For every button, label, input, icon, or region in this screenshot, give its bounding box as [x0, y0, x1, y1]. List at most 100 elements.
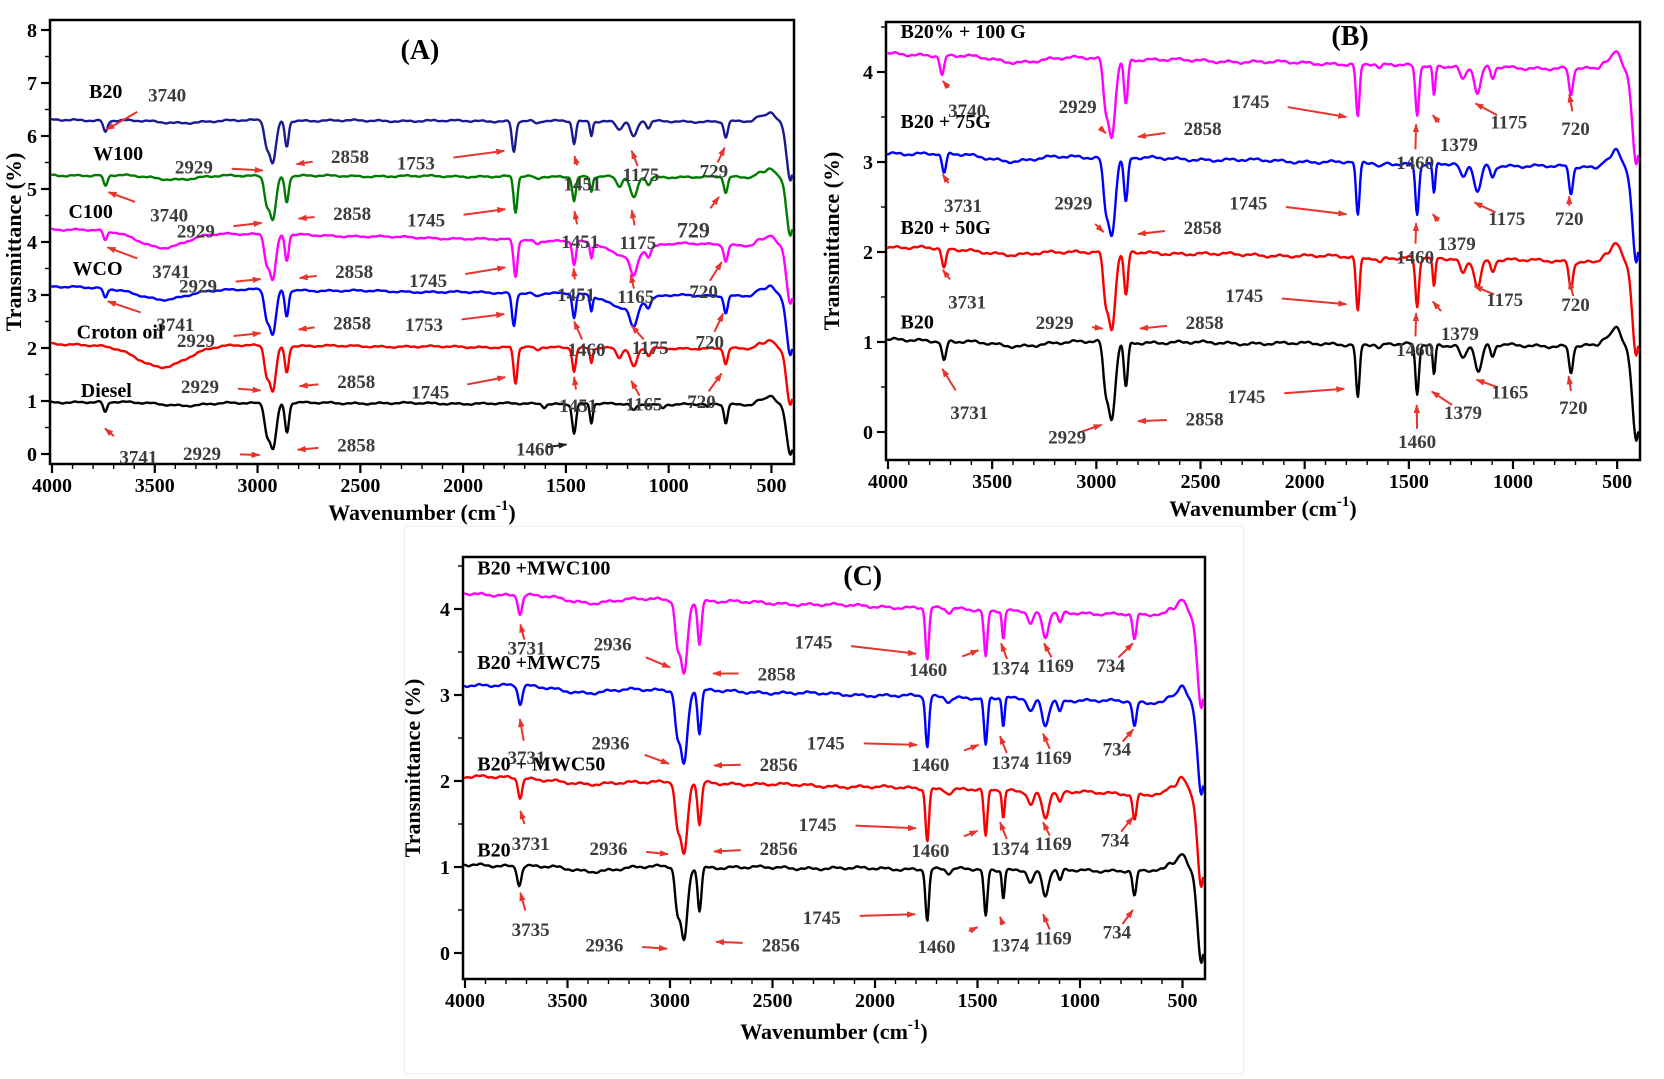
- panel-b-ftir-chart: 4000 3500 3000 2500 2000 1500 1000 500 0 1 2 3 4 Tran…: [819, 2, 1660, 526]
- peak-label: 1460: [1396, 248, 1434, 269]
- peak-arrow: [713, 762, 741, 769]
- ftir-spectra-svg-C: 4000 3500 3000 2500 2000 1500 1000 500 0 1 2 3 4 Tran…: [400, 555, 1207, 1044]
- peak-arrow: [941, 173, 950, 184]
- peak-label: 3741: [152, 262, 190, 283]
- peak-arrow: [713, 847, 741, 855]
- peak-label: 1745: [795, 633, 833, 654]
- peak-label: 1165: [1491, 383, 1528, 404]
- annotations-croton-oil: 2929 2858 1745 1451 1165 720: [181, 372, 723, 417]
- peak-arrow: [453, 148, 506, 159]
- x-axis-label: Wavenumber (cm-1): [740, 1017, 927, 1044]
- peak-label: 2858: [333, 204, 371, 225]
- peak-arrow: [571, 267, 578, 280]
- peak-arrow: [573, 155, 580, 166]
- series-label-b20: B20: [477, 840, 510, 862]
- series-line-b20: [463, 853, 1205, 964]
- peak-arrow: [1042, 821, 1051, 837]
- peak-label: 2858: [335, 262, 373, 283]
- peak-label: 3735: [512, 920, 550, 941]
- peak-label: 2929: [177, 331, 215, 352]
- y-tick-label: 4: [863, 62, 873, 84]
- peak-label: 3731: [508, 639, 546, 660]
- panel-a-ftir-chart: 4000 3500 3000 2500 2000 1500 1000 500 0 1 2 3 4 5 6 7 8…: [1, 6, 812, 530]
- peak-label: 720: [689, 282, 718, 303]
- x-tick-label: 1000: [1060, 990, 1100, 1012]
- peak-arrow: [572, 376, 579, 390]
- peak-label: 1379: [1444, 403, 1482, 424]
- peak-arrow: [1281, 297, 1348, 307]
- peak-arrow: [1285, 205, 1348, 217]
- peak-label: 1169: [1035, 834, 1072, 855]
- x-tick-label: 4000: [32, 475, 72, 497]
- y-tick-label: 1: [863, 332, 873, 354]
- peak-label: 1379: [1438, 234, 1476, 255]
- series-line-b20: [886, 325, 1640, 442]
- series-line-croton-oil: [50, 339, 794, 406]
- x-tick-label: 2000: [443, 475, 483, 497]
- series-label-wco: WCO: [73, 258, 123, 280]
- peak-label: 729: [677, 217, 710, 242]
- peak-arrow: [1078, 423, 1103, 434]
- peak-label: 2936: [590, 839, 628, 860]
- peak-label: 2858: [1184, 218, 1222, 239]
- peak-label: 1460: [1396, 340, 1434, 361]
- peak-label: 2858: [1186, 410, 1224, 431]
- peak-arrow: [968, 926, 979, 934]
- series-line-b20-50g: [886, 242, 1640, 357]
- peak-label: 1753: [397, 154, 435, 175]
- series-label-b20-mwc100: B20 +MWC100: [477, 558, 610, 580]
- peak-label: 1460: [516, 440, 554, 461]
- series-label-b20-100-g: B20% + 100 G: [901, 21, 1027, 43]
- series-label-c100: C100: [68, 201, 112, 223]
- peak-arrow: [104, 427, 115, 437]
- x-tick-label: 2500: [1181, 471, 1221, 493]
- peak-arrow: [1432, 213, 1441, 223]
- peak-label: 1451: [561, 232, 599, 253]
- peak-label: 2929: [175, 158, 213, 179]
- peak-label: 1379: [1441, 324, 1479, 345]
- annotations-diesel: 3741 2929 2858 1460: [104, 427, 568, 469]
- peak-arrow: [1287, 106, 1348, 119]
- peak-arrow: [961, 649, 980, 658]
- y-tick-label: 1: [440, 857, 450, 879]
- peak-arrow: [707, 372, 723, 392]
- peak-label: 1460: [911, 755, 949, 776]
- peak-arrow: [231, 166, 264, 174]
- x-tick-label: 2000: [1285, 471, 1325, 493]
- series-line-c100: [50, 227, 794, 305]
- peak-arrow: [999, 821, 1008, 840]
- peak-label: 2858: [337, 372, 375, 393]
- y-tick-label: 1: [27, 391, 37, 413]
- peak-label: 1745: [407, 211, 445, 232]
- peak-arrow: [1566, 375, 1574, 392]
- peak-arrow: [713, 312, 725, 333]
- peak-arrow: [1137, 417, 1167, 425]
- peak-label: 1379: [1440, 135, 1478, 156]
- peak-arrow: [572, 210, 580, 225]
- peak-label: 1175: [1490, 113, 1527, 134]
- y-tick-label: 6: [27, 126, 37, 148]
- peak-arrow: [1042, 732, 1051, 750]
- panel-title: (C): [843, 561, 882, 592]
- peak-label: 2858: [331, 147, 369, 168]
- peak-arrow: [1474, 102, 1498, 117]
- peak-arrow: [1042, 913, 1051, 930]
- peak-arrow: [105, 111, 138, 131]
- peak-arrow: [941, 368, 957, 391]
- peak-label: 2858: [333, 314, 371, 335]
- annotations-b20-mwc75: 3731 2936 2856 1745 1460 1374 1169 734: [508, 718, 1135, 776]
- peak-arrow: [1284, 386, 1346, 395]
- y-tick-label: 3: [440, 685, 450, 707]
- y-tick-label: 3: [863, 152, 873, 174]
- peak-arrow: [465, 265, 507, 276]
- x-tick-label: 2000: [855, 990, 895, 1012]
- y-axis-label: Transmittance (%): [405, 679, 425, 858]
- peak-arrow: [963, 743, 980, 752]
- annotations-b20: 3740 2929 2858 1753 1451 1175 729: [105, 86, 728, 196]
- peak-arrow: [233, 330, 262, 338]
- peak-arrow: [629, 273, 636, 289]
